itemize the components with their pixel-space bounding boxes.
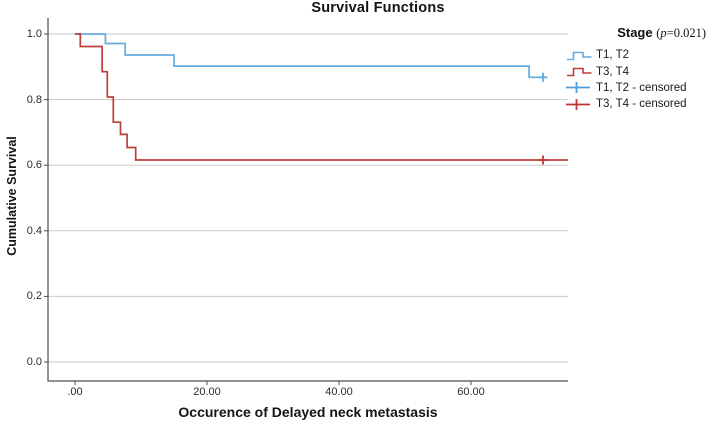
x-tick-label: 60.00: [457, 386, 485, 398]
series-line-t1t2: [75, 33, 547, 79]
y-tick-label: 0.8: [26, 93, 42, 106]
legend-title-text: Stage: [617, 25, 653, 40]
y-tick-label: 0.0: [26, 356, 42, 368]
legend-item-t1t2-censored: T1, T2 - censored: [566, 80, 708, 96]
legend-title: Stage (p=0.021): [0, 25, 706, 41]
series-line-t3t4: [75, 33, 568, 161]
censor-plus-icon: [566, 82, 590, 94]
legend-item-t1t2: T1, T2: [566, 47, 708, 63]
y-tick-label: 0.4: [26, 224, 42, 237]
x-tick-label: .00: [67, 386, 83, 398]
step-line-icon: [567, 51, 592, 60]
legend: T1, T2 T3, T4 T1, T2 - censored T3, T4 -…: [566, 47, 708, 113]
legend-item-label: T3, T4 - censored: [596, 98, 687, 111]
axis-frame: [47, 18, 568, 382]
censor-marker-t1t2: [538, 72, 548, 82]
y-tick-label: 0.6: [26, 159, 42, 172]
y-tick-label: 1.0: [26, 28, 42, 40]
censor-marker-t3t4: [538, 155, 548, 165]
legend-item-label: T1, T2: [596, 49, 630, 62]
y-axis-label: Cumulative Survival: [5, 136, 19, 256]
legend-item-label: T3, T4: [596, 65, 630, 78]
x-tick-label: 40.00: [325, 386, 353, 398]
y-tick-label: 0.2: [26, 290, 42, 303]
legend-p-value: (p=0.021): [656, 26, 706, 40]
chart-title: Survival Functions: [311, 0, 445, 16]
x-axis-label: Occurence of Delayed neck metastasis: [178, 404, 438, 420]
censor-plus-icon: [566, 98, 590, 110]
legend-item-label: T1, T2 - censored: [596, 81, 687, 94]
legend-item-t3t4-censored: T3, T4 - censored: [566, 96, 708, 112]
step-line-icon: [567, 67, 592, 77]
x-tick-label: 20.00: [193, 386, 221, 398]
legend-item-t3t4: T3, T4: [566, 63, 708, 79]
